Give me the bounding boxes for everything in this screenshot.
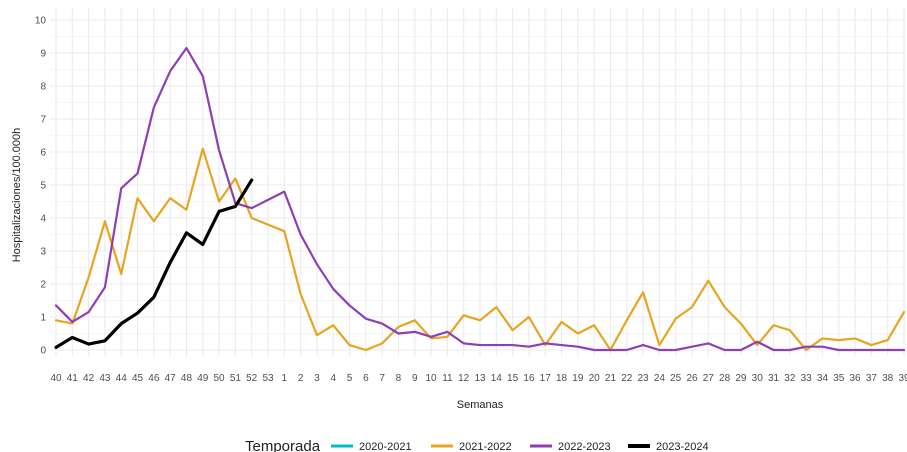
- x-tick-label: 21: [605, 373, 617, 384]
- x-tick-label: 5: [347, 373, 353, 384]
- x-tick-label: 50: [214, 373, 226, 384]
- legend-label-2023-2024: 2023-2024: [656, 441, 709, 452]
- x-tick-label: 17: [540, 373, 552, 384]
- x-tick-label: 32: [784, 373, 796, 384]
- x-tick-label: 8: [396, 373, 402, 384]
- x-axis-ticks: 40 41 42 43 44 45 46 47 48 49 50 51 52 53 1 2 3 4 5 6 7 8 9 10 1…: [50, 373, 907, 384]
- x-tick-label: 43: [99, 373, 111, 384]
- x-tick-label: 37: [866, 373, 878, 384]
- y-tick-label: 9: [40, 49, 46, 60]
- y-tick-label: 8: [40, 82, 46, 93]
- x-tick-label: 22: [621, 373, 633, 384]
- x-tick-label: 45: [132, 373, 144, 384]
- x-tick-label: 29: [735, 373, 747, 384]
- x-tick-label: 24: [654, 373, 666, 384]
- x-tick-label: 52: [246, 373, 258, 384]
- y-tick-label: 3: [40, 247, 46, 258]
- x-tick-label: 23: [638, 373, 650, 384]
- x-tick-label: 19: [572, 373, 584, 384]
- legend-label-2021-2022: 2021-2022: [459, 441, 512, 452]
- legend-label-2020-2021: 2020-2021: [359, 441, 412, 452]
- x-axis-title: Semanas: [457, 399, 504, 411]
- y-axis-title: Hospitalizaciones/100.000h: [11, 128, 23, 263]
- series-line-2022-2023: [54, 46, 906, 352]
- x-tick-label: 18: [556, 373, 568, 384]
- series-line-2021-2022: [54, 147, 906, 352]
- x-tick-label: 46: [148, 373, 160, 384]
- x-tick-label: 35: [833, 373, 845, 384]
- x-tick-label: 10: [426, 373, 438, 384]
- x-tick-label: 3: [314, 373, 320, 384]
- x-tick-label: 33: [801, 373, 813, 384]
- y-tick-label: 0: [40, 346, 46, 357]
- y-tick-label: 6: [40, 148, 46, 159]
- x-tick-label: 6: [363, 373, 369, 384]
- x-tick-label: 44: [116, 373, 128, 384]
- x-tick-label: 7: [379, 373, 385, 384]
- x-tick-label: 40: [50, 373, 62, 384]
- y-tick-label: 10: [35, 16, 47, 27]
- x-tick-label: 25: [670, 373, 682, 384]
- x-tick-label: 14: [491, 373, 503, 384]
- x-tick-label: 1: [282, 373, 288, 384]
- y-tick-label: 1: [40, 313, 46, 324]
- x-tick-label: 27: [703, 373, 715, 384]
- y-tick-label: 4: [40, 214, 46, 225]
- x-tick-label: 47: [165, 373, 177, 384]
- series-line-2023-2024: [54, 178, 254, 349]
- x-tick-label: 12: [458, 373, 470, 384]
- x-tick-label: 38: [882, 373, 894, 384]
- y-axis-ticks: 0 1 2 3 4 5 6 7 8 9 10: [35, 16, 47, 357]
- x-tick-label: 26: [686, 373, 698, 384]
- x-tick-label: 34: [817, 373, 829, 384]
- x-tick-label: 39: [898, 373, 907, 384]
- x-tick-label: 48: [181, 373, 193, 384]
- x-tick-label: 16: [523, 373, 535, 384]
- x-tick-label: 31: [768, 373, 780, 384]
- x-tick-label: 36: [850, 373, 862, 384]
- legend-title: Temporada: [245, 438, 321, 452]
- legend: Temporada 2020-2021 2021-2022 2022-2023 202…: [245, 438, 709, 452]
- x-tick-label: 28: [719, 373, 731, 384]
- x-tick-label: 30: [752, 373, 764, 384]
- x-tick-label: 2: [298, 373, 304, 384]
- y-tick-label: 7: [40, 115, 46, 126]
- x-tick-label: 20: [589, 373, 601, 384]
- y-tick-label: 5: [40, 181, 46, 192]
- x-tick-label: 51: [230, 373, 242, 384]
- x-tick-label: 41: [67, 373, 79, 384]
- x-tick-label: 49: [197, 373, 209, 384]
- series-lines: [54, 46, 906, 352]
- y-tick-label: 2: [40, 280, 46, 291]
- x-tick-label: 15: [507, 373, 519, 384]
- x-tick-label: 13: [474, 373, 486, 384]
- x-tick-label: 4: [330, 373, 336, 384]
- x-tick-label: 53: [262, 373, 274, 384]
- x-tick-label: 11: [442, 373, 453, 384]
- x-tick-label: 9: [412, 373, 418, 384]
- legend-label-2022-2023: 2022-2023: [558, 441, 611, 452]
- x-tick-label: 42: [83, 373, 95, 384]
